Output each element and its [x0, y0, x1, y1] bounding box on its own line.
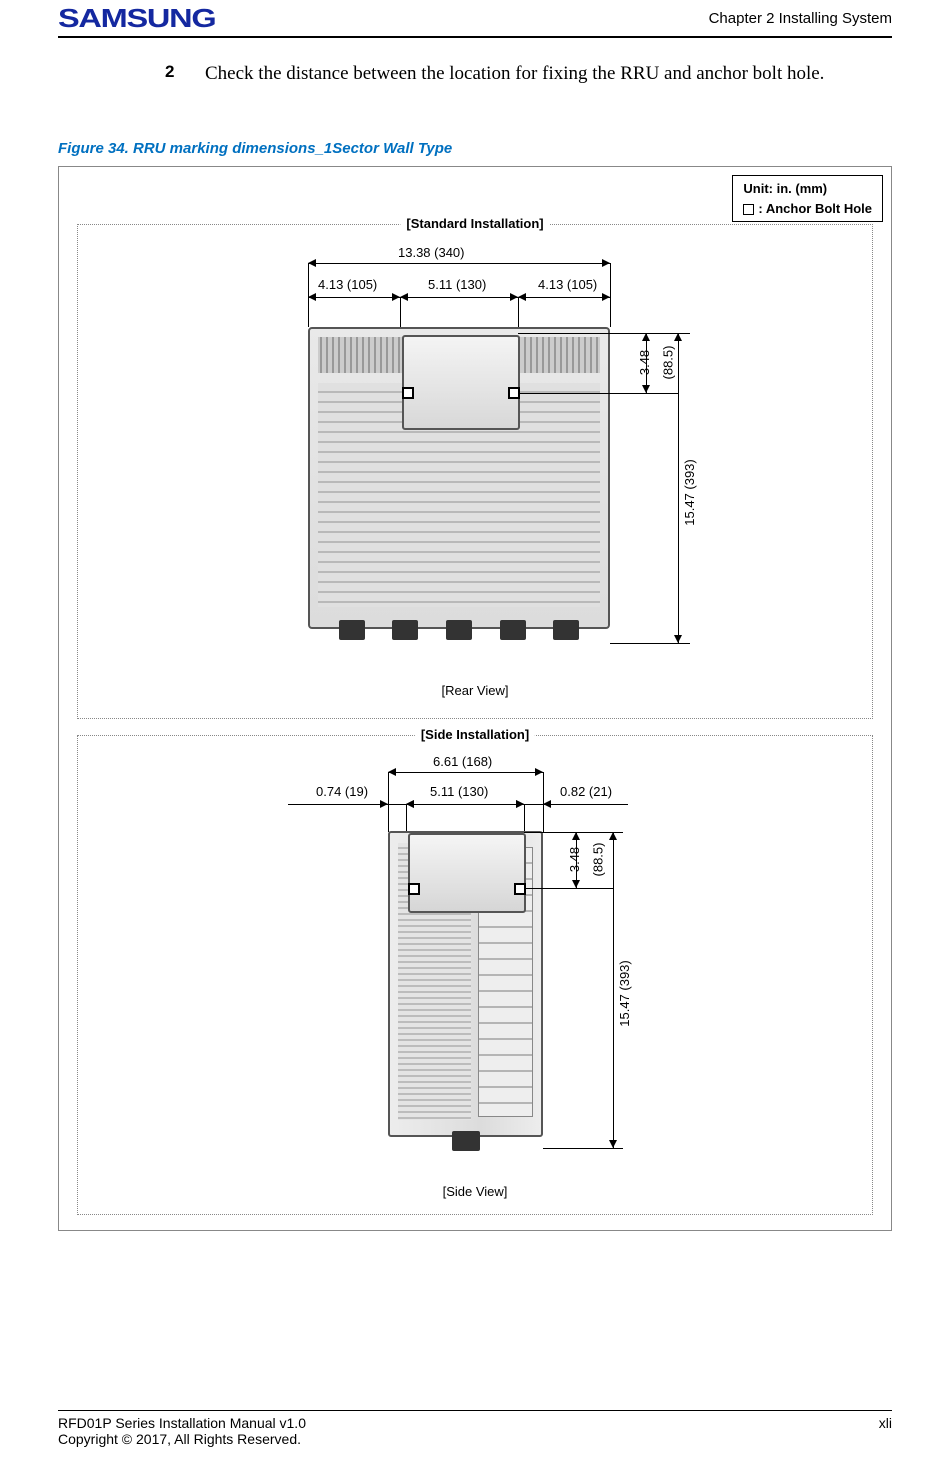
port: [452, 1131, 480, 1151]
extline: [610, 263, 611, 327]
unit-text: Unit: in. (mm): [743, 179, 872, 199]
port: [392, 620, 418, 640]
dim-vert-small: 3.48: [637, 350, 652, 375]
rru-side-device: [388, 831, 543, 1137]
anchor-legend: : Anchor Bolt Hole: [743, 199, 872, 219]
arrow-icon: [609, 1140, 617, 1148]
dim-vert-large-side: 15.47 (393): [617, 960, 632, 1027]
dim-right-seg: 4.13 (105): [538, 277, 597, 292]
anchor-bolt-hole: [514, 883, 526, 895]
extline: [518, 393, 678, 394]
arrow-icon: [535, 768, 543, 776]
dim-right-seg-side: 0.82 (21): [560, 784, 612, 799]
dim-vert-small-mm-side: (88.5): [590, 843, 605, 877]
port: [446, 620, 472, 640]
arrow-icon: [308, 293, 316, 301]
footer-manual-version: RFD01P Series Installation Manual v1.0: [58, 1415, 306, 1431]
page-header: SAMSUNG Chapter 2 Installing System: [58, 0, 892, 38]
page-footer: RFD01P Series Installation Manual v1.0 C…: [58, 1410, 892, 1447]
dimline: [678, 333, 679, 643]
anchor-bolt-hole: [402, 387, 414, 399]
extline: [610, 643, 690, 644]
side-installation-fieldset: [Side Installation] 6.61 (168) 0.74 (19)…: [77, 735, 873, 1215]
arrow-icon: [510, 293, 518, 301]
arrow-icon: [380, 800, 388, 808]
rear-view-label: [Rear View]: [442, 683, 509, 698]
standard-installation-fieldset: [Standard Installation] 13.38 (340) 4.13…: [77, 224, 873, 719]
arrow-icon: [406, 800, 414, 808]
dim-left-seg: 4.13 (105): [318, 277, 377, 292]
arrow-icon: [516, 800, 524, 808]
rru-rear-device: [308, 327, 610, 629]
extline: [610, 333, 690, 334]
arrow-icon: [543, 800, 551, 808]
arrow-icon: [609, 832, 617, 840]
port: [553, 620, 579, 640]
chapter-title: Chapter 2 Installing System: [709, 10, 892, 27]
mounting-bracket-side: [408, 833, 526, 913]
arrow-icon: [642, 333, 650, 341]
arrow-icon: [572, 880, 580, 888]
extline: [543, 832, 623, 833]
dim-vert-small-mm: (88.5): [660, 346, 675, 380]
standard-legend: [Standard Installation]: [400, 216, 549, 231]
extline: [388, 772, 389, 832]
arrow-icon: [602, 259, 610, 267]
side-legend: [Side Installation]: [415, 727, 535, 742]
extline: [543, 1148, 623, 1149]
footer-page-number: xli: [879, 1415, 892, 1447]
footer-copyright: Copyright © 2017, All Rights Reserved.: [58, 1431, 306, 1447]
dim-top-total: 13.38 (340): [398, 245, 465, 260]
mounting-bracket: [402, 335, 520, 430]
unit-legend-box: Unit: in. (mm) : Anchor Bolt Hole: [732, 175, 883, 222]
step-row: 2 Check the distance between the locatio…: [165, 62, 892, 87]
dim-top-total-side: 6.61 (168): [433, 754, 492, 769]
dimline: [388, 772, 543, 773]
dimline: [288, 804, 628, 805]
bottom-ports: [325, 620, 593, 642]
arrow-icon: [602, 293, 610, 301]
dim-left-seg-side: 0.74 (19): [316, 784, 368, 799]
dim-vert-small-side: 3.48: [567, 847, 582, 872]
arrow-icon: [674, 635, 682, 643]
step-text: Check the distance between the location …: [205, 62, 892, 87]
port: [500, 620, 526, 640]
dimline: [308, 297, 610, 298]
arrow-icon: [518, 293, 526, 301]
arrow-icon: [388, 768, 396, 776]
extline: [524, 888, 614, 889]
arrow-icon: [308, 259, 316, 267]
step-number: 2: [165, 62, 205, 87]
arrow-icon: [642, 385, 650, 393]
dimline: [613, 832, 614, 1148]
samsung-logo: SAMSUNG: [58, 3, 215, 34]
arrow-icon: [400, 293, 408, 301]
dimline: [308, 263, 610, 264]
footer-left: RFD01P Series Installation Manual v1.0 C…: [58, 1415, 306, 1447]
arrow-icon: [674, 333, 682, 341]
dim-vert-large: 15.47 (393): [682, 459, 697, 526]
dim-mid-seg-side: 5.11 (130): [430, 784, 488, 799]
arrow-icon: [572, 832, 580, 840]
anchor-bolt-hole: [408, 883, 420, 895]
figure-frame: Unit: in. (mm) : Anchor Bolt Hole [Stand…: [58, 166, 892, 1231]
dim-mid-seg: 5.11 (130): [428, 277, 486, 292]
port: [339, 620, 365, 640]
anchor-square-icon: [743, 204, 754, 215]
side-view-label: [Side View]: [443, 1184, 508, 1199]
arrow-icon: [392, 293, 400, 301]
figure-caption: Figure 34. RRU marking dimensions_1Secto…: [58, 140, 452, 157]
